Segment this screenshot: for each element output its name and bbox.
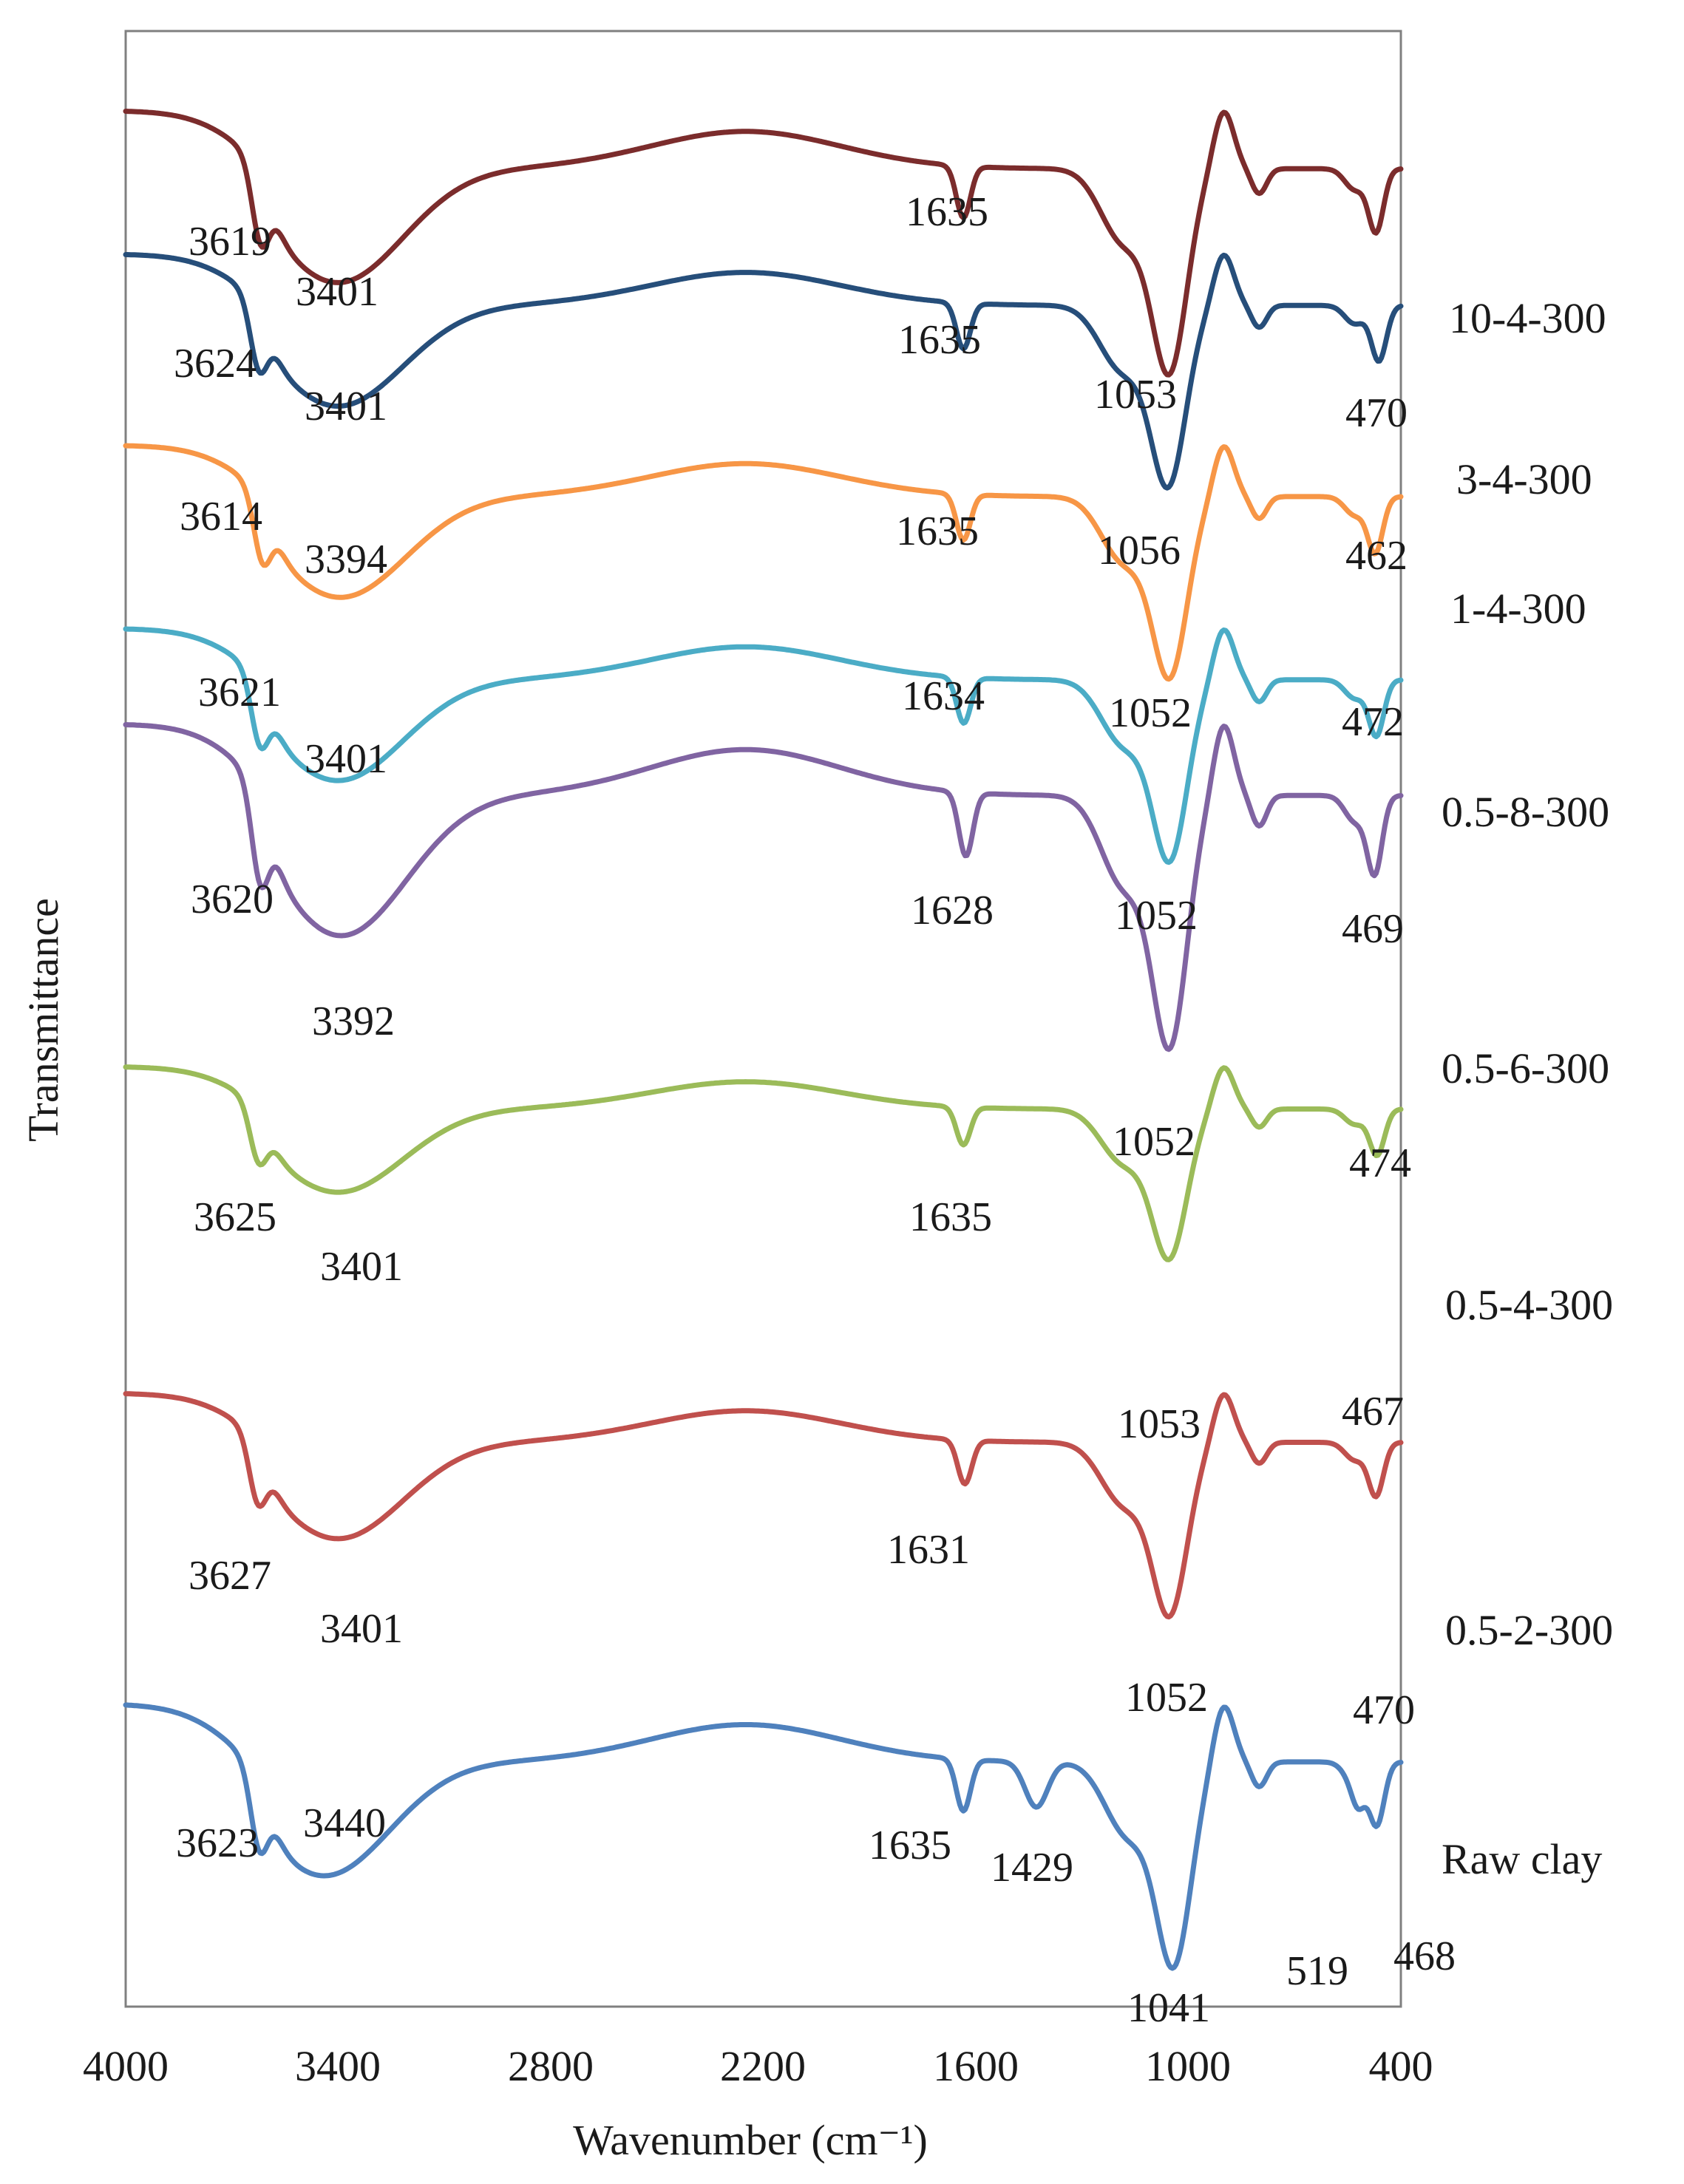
legend: 10-4-300 3-4-300 1-4-300 0.5-8-300 0.5-6… bbox=[1442, 294, 1613, 1883]
peak-label: 1635 bbox=[898, 317, 981, 363]
x-tick-label: 4000 bbox=[83, 2042, 169, 2090]
peak-label: 472 bbox=[1342, 699, 1404, 745]
peak-label: 3620 bbox=[191, 877, 274, 922]
peak-label: 469 bbox=[1342, 906, 1404, 952]
peak-label: 1429 bbox=[991, 1845, 1073, 1891]
legend-label-raw-clay: Raw clay bbox=[1442, 1835, 1602, 1883]
peak-labels-1-4-300: 3614 3394 1635 1052 472 bbox=[180, 494, 1404, 745]
peak-label: 1635 bbox=[906, 189, 988, 235]
x-tick-label: 2800 bbox=[508, 2042, 594, 2090]
peak-label: 462 bbox=[1345, 533, 1408, 579]
series-line-0.5-6-300 bbox=[123, 722, 1404, 1052]
peak-label: 3621 bbox=[198, 670, 281, 715]
x-axis-label: Wavenumber (cm⁻¹) bbox=[573, 2116, 928, 2164]
series-line-3-4-300 bbox=[123, 252, 1404, 491]
peak-labels-raw-clay: 3623 3440 1635 1429 1041 519 468 bbox=[176, 1800, 1456, 2031]
x-tick-label: 1000 bbox=[1145, 2042, 1231, 2090]
peak-label: 470 bbox=[1353, 1687, 1415, 1733]
peak-label: 3623 bbox=[176, 1820, 259, 1866]
peak-labels-0.5-6-300: 3620 3392 1628 1052 474 bbox=[191, 877, 1411, 1186]
series-line-0.5-8-300 bbox=[123, 626, 1404, 865]
legend-label-0.5-4-300: 0.5-4-300 bbox=[1445, 1281, 1613, 1329]
peak-label: 474 bbox=[1349, 1140, 1411, 1186]
x-tick-label: 1600 bbox=[933, 2042, 1019, 2090]
peak-label: 1052 bbox=[1113, 1119, 1195, 1165]
peak-label: 1056 bbox=[1098, 528, 1181, 574]
legend-label-0.5-6-300: 0.5-6-300 bbox=[1442, 1044, 1609, 1092]
legend-label-10-4-300: 10-4-300 bbox=[1449, 294, 1606, 342]
peak-label: 1635 bbox=[909, 1194, 992, 1240]
x-tick-label: 2200 bbox=[720, 2042, 806, 2090]
peak-label: 1634 bbox=[902, 673, 985, 719]
peak-label: 3401 bbox=[305, 736, 387, 782]
peak-label: 3619 bbox=[189, 219, 271, 265]
legend-label-0.5-8-300: 0.5-8-300 bbox=[1442, 788, 1609, 836]
series-line-raw-clay bbox=[123, 1702, 1404, 1971]
peak-label: 467 bbox=[1342, 1389, 1404, 1435]
series-lines bbox=[123, 109, 1404, 1971]
plot-area bbox=[124, 30, 1402, 2008]
series-line-0.5-4-300 bbox=[123, 1064, 1404, 1262]
peak-label: 1053 bbox=[1094, 372, 1177, 418]
x-tick-label: 3400 bbox=[295, 2042, 381, 2090]
peak-labels-3-4-300: 3624 3401 1635 1056 462 bbox=[174, 317, 1408, 579]
peak-label: 1635 bbox=[869, 1823, 951, 1868]
series-line-0.5-2-300 bbox=[123, 1391, 1404, 1620]
peak-label: 1052 bbox=[1109, 690, 1192, 736]
peak-label: 3392 bbox=[312, 999, 395, 1044]
peak-label: 3394 bbox=[305, 537, 387, 582]
peak-label: 1052 bbox=[1125, 1675, 1208, 1721]
peak-label: 3614 bbox=[180, 494, 262, 540]
peak-label: 3624 bbox=[174, 341, 257, 387]
x-axis-ticks: 4000 3400 2800 2200 1600 1000 400 bbox=[83, 2042, 1433, 2090]
peak-label: 1041 bbox=[1127, 1985, 1210, 2031]
peak-label: 3627 bbox=[189, 1553, 271, 1599]
y-axis-label: Transmittance bbox=[19, 898, 67, 1142]
peak-label: 468 bbox=[1393, 1933, 1456, 1979]
series-line-10-4-300 bbox=[123, 109, 1404, 378]
peak-label: 3401 bbox=[320, 1244, 403, 1290]
peak-label: 3401 bbox=[320, 1606, 403, 1652]
peak-labels-10-4-300: 3619 3401 1635 1053 470 bbox=[189, 189, 1408, 436]
legend-label-3-4-300: 3-4-300 bbox=[1456, 455, 1592, 503]
peak-label: 1052 bbox=[1115, 893, 1198, 939]
peak-labels-0.5-2-300: 3627 3401 1631 1052 470 bbox=[189, 1527, 1415, 1733]
peak-label: 1635 bbox=[896, 508, 979, 554]
legend-label-1-4-300: 1-4-300 bbox=[1450, 585, 1586, 633]
peak-label: 1628 bbox=[911, 888, 994, 933]
peak-label: 3625 bbox=[194, 1194, 276, 1240]
peak-label: 3401 bbox=[305, 384, 387, 429]
peak-labels-0.5-4-300: 3625 3401 1635 1053 467 bbox=[194, 1194, 1404, 1447]
peak-label: 3440 bbox=[303, 1800, 386, 1846]
x-tick-label: 400 bbox=[1369, 2042, 1433, 2090]
peak-label: 519 bbox=[1286, 1948, 1348, 1994]
peak-label: 3401 bbox=[296, 269, 378, 315]
legend-label-0.5-2-300: 0.5-2-300 bbox=[1445, 1606, 1613, 1654]
peak-label: 1053 bbox=[1118, 1401, 1201, 1447]
peak-label: 1631 bbox=[887, 1527, 970, 1573]
series-line-1-4-300 bbox=[123, 443, 1404, 682]
peak-label: 470 bbox=[1345, 390, 1408, 436]
peak-labels-0.5-8-300: 3621 3401 1634 1052 469 bbox=[198, 670, 1404, 952]
